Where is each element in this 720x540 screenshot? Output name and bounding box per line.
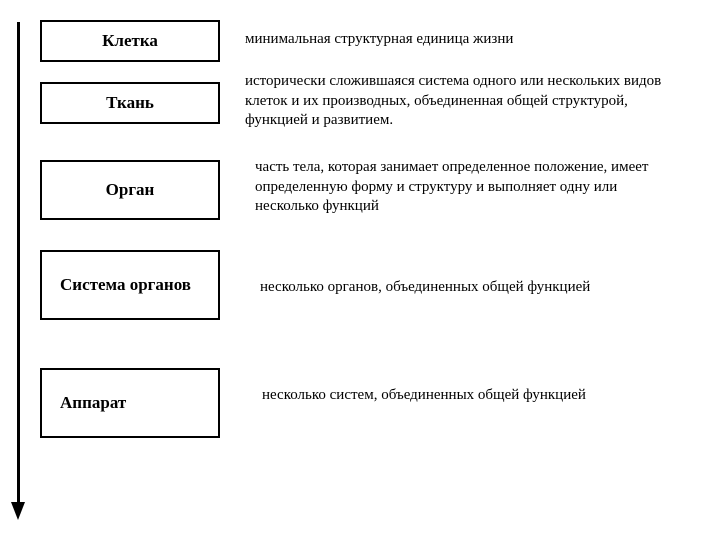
term-box-organ-system: Система органов — [40, 250, 220, 320]
term-label-organ: Орган — [60, 180, 200, 200]
term-box-organ: Орган — [40, 160, 220, 220]
term-label-cell: Клетка — [60, 31, 200, 51]
term-label-apparatus: Аппарат — [60, 393, 200, 413]
hierarchy-arrow-head-icon — [11, 502, 25, 520]
term-label-organ-system: Система органов — [60, 275, 200, 295]
term-description-apparatus: несколько систем, объединенных общей фун… — [262, 386, 682, 406]
term-description-cell: минимальная структурная единица жизни — [245, 30, 685, 50]
term-box-tissue: Ткань — [40, 82, 220, 124]
hierarchy-arrow-shaft — [17, 22, 20, 502]
term-description-tissue: исторически сложившаяся система одного и… — [245, 72, 675, 131]
term-box-cell: Клетка — [40, 20, 220, 62]
diagram-canvas: Клетка минимальная структурная единица ж… — [0, 0, 720, 540]
term-description-organ: часть тела, которая занимает определенно… — [255, 158, 675, 217]
term-label-tissue: Ткань — [60, 93, 200, 113]
term-box-apparatus: Аппарат — [40, 368, 220, 438]
term-description-organ-system: несколько органов, объединенных общей фу… — [260, 278, 680, 298]
